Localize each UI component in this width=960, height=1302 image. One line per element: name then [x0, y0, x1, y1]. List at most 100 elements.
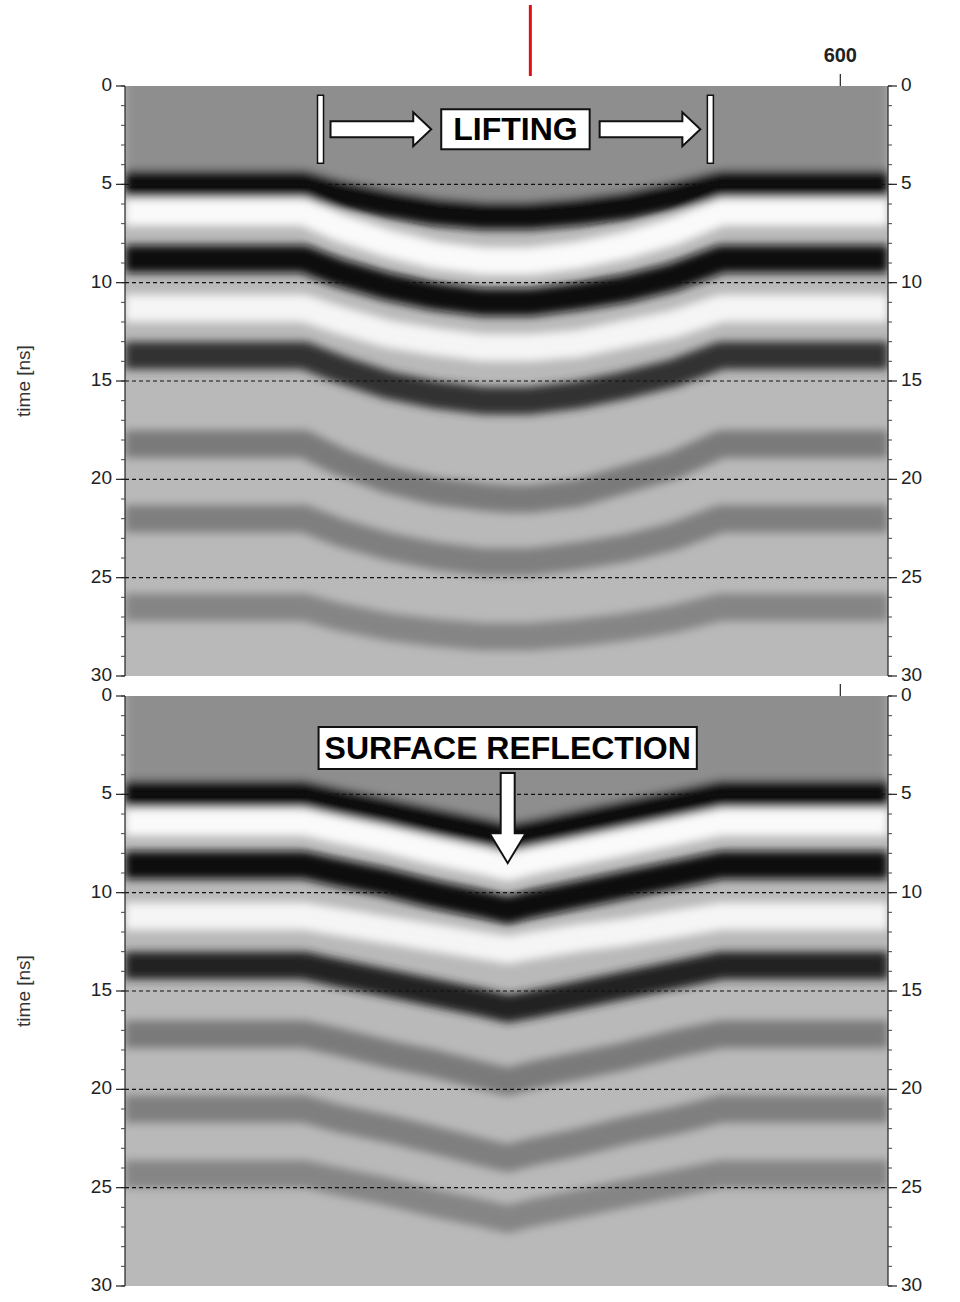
range-end-bar [707, 95, 713, 163]
minor-tick [121, 1266, 125, 1267]
plot-background [125, 696, 888, 1286]
y-axis-title: time [ns] [13, 955, 34, 1027]
y-tick-label: 10 [901, 881, 922, 902]
minor-tick [121, 1128, 125, 1129]
minor-tick [121, 204, 125, 205]
minor-tick [121, 814, 125, 815]
plot-area [125, 86, 888, 637]
minor-tick [888, 1207, 892, 1208]
minor-tick [888, 1010, 892, 1011]
x-tick-label: 600 [824, 44, 857, 66]
minor-tick [888, 341, 892, 342]
minor-tick [121, 1148, 125, 1149]
grid-line [125, 990, 888, 991]
reflection-horizon [125, 916, 888, 949]
y-tick-label: 5 [101, 782, 112, 803]
grid-line [125, 184, 888, 185]
y-tick-label: 25 [91, 566, 112, 587]
annotation-label: SURFACE REFLECTION [325, 730, 691, 766]
y-tick [116, 1187, 125, 1188]
minor-tick [121, 1030, 125, 1031]
minor-tick [888, 1050, 892, 1051]
minor-tick [888, 1168, 892, 1169]
minor-tick [121, 1010, 125, 1011]
minor-tick [888, 951, 892, 952]
y-tick-label: 30 [901, 1274, 922, 1295]
grid-line [125, 282, 888, 283]
minor-tick [121, 361, 125, 362]
y-tick-label: 0 [101, 684, 112, 705]
minor-tick [121, 1069, 125, 1070]
reflection-horizon [125, 1174, 888, 1219]
y-tick-label: 25 [901, 1176, 922, 1197]
y-tick [116, 184, 125, 185]
y-tick [116, 282, 125, 283]
minor-tick [888, 715, 892, 716]
grid-line [125, 380, 888, 381]
minor-tick [121, 302, 125, 303]
y-tick [116, 794, 125, 795]
minor-tick [888, 459, 892, 460]
reflection-horizon [125, 1034, 888, 1081]
y-tick-label: 5 [101, 172, 112, 193]
reflection-horizon [125, 1109, 888, 1158]
y-tick [888, 794, 897, 795]
y-tick [888, 1089, 897, 1090]
reflection-horizon [125, 355, 888, 400]
minor-tick [888, 656, 892, 657]
y-tick [116, 892, 125, 893]
reflection-horizon [125, 965, 888, 1008]
range-end-bar [318, 95, 324, 163]
y-tick-label: 20 [901, 467, 922, 488]
minor-tick [121, 597, 125, 598]
minor-tick [888, 105, 892, 106]
y-tick [116, 1285, 125, 1286]
minor-tick [121, 873, 125, 874]
radargram-figure: 005510101515202025253030time [ns]600LIFT… [0, 0, 960, 1302]
minor-tick [888, 755, 892, 756]
reflection-horizon [125, 519, 888, 562]
minor-tick [888, 814, 892, 815]
y-tick [116, 380, 125, 381]
minor-tick [121, 735, 125, 736]
y-tick [888, 380, 897, 381]
y-tick-label: 20 [91, 467, 112, 488]
minor-tick [888, 420, 892, 421]
minor-tick [121, 912, 125, 913]
y-axis-title: time [ns] [13, 345, 34, 417]
y-tick [888, 1187, 897, 1188]
y-tick-label: 15 [91, 979, 112, 1000]
minor-tick [121, 420, 125, 421]
minor-tick [888, 223, 892, 224]
minor-tick [121, 322, 125, 323]
y-tick-label: 15 [91, 369, 112, 390]
y-tick-label: 0 [101, 74, 112, 95]
minor-tick [888, 1128, 892, 1129]
minor-tick [121, 932, 125, 933]
y-tick-label: 30 [901, 664, 922, 685]
grid-line [125, 577, 888, 578]
minor-tick [121, 1207, 125, 1208]
minor-tick [888, 125, 892, 126]
y-tick [888, 479, 897, 480]
grid-line [125, 479, 888, 480]
annotation: SURFACE REFLECTION [319, 727, 697, 863]
horizons [125, 86, 888, 637]
y-tick-label: 10 [91, 271, 112, 292]
minor-tick [121, 1168, 125, 1169]
annotation-arrow [490, 773, 526, 863]
y-tick [888, 85, 897, 86]
minor-tick [888, 204, 892, 205]
y-tick [888, 990, 897, 991]
x-tick [840, 684, 841, 696]
minor-tick [121, 243, 125, 244]
air-region [125, 86, 888, 216]
y-tick [888, 892, 897, 893]
reflection-horizon [125, 607, 888, 637]
minor-tick [888, 243, 892, 244]
y-tick-label: 5 [901, 782, 912, 803]
y-tick [888, 577, 897, 578]
plot-area [125, 696, 888, 1219]
annotation-box [441, 109, 589, 149]
minor-tick [121, 223, 125, 224]
